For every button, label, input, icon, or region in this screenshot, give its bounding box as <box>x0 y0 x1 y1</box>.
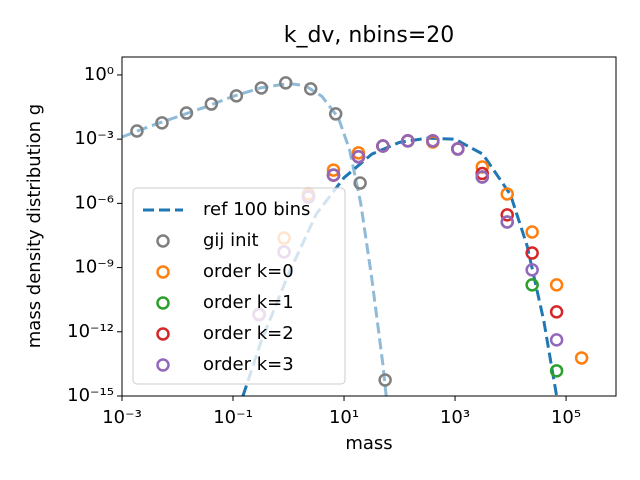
y-tick-label: 10⁻⁶ <box>74 192 114 213</box>
scatter-point <box>525 246 539 260</box>
scatter-point <box>549 305 564 319</box>
scatter-point <box>353 176 367 190</box>
y-tick-label: 10⁻¹⁵ <box>67 385 114 406</box>
scatter-point <box>426 134 440 148</box>
scatter-point <box>155 116 169 130</box>
legend-marker <box>156 234 170 248</box>
scatter-point <box>351 146 366 160</box>
scatter-point <box>549 364 564 378</box>
scatter-point <box>376 139 390 153</box>
scatter-point <box>500 187 514 201</box>
legend-label: order k=3 <box>203 354 294 375</box>
x-axis-label: mass <box>345 433 392 454</box>
y-tick-label: 10⁰ <box>84 64 114 85</box>
scatter-point <box>500 215 514 229</box>
scatter-point <box>130 124 144 138</box>
x-tick-label: 10¹ <box>329 407 359 428</box>
legend-marker <box>156 327 170 341</box>
scatter-point <box>254 81 269 95</box>
y-tick-label: 10⁻³ <box>74 128 114 149</box>
scatter-point <box>328 107 343 121</box>
plot-frame <box>121 56 617 397</box>
x-tick-label: 10⁻³ <box>102 407 142 428</box>
scatter-point <box>303 82 318 96</box>
y-tick-label: 10⁻¹² <box>67 321 114 342</box>
scatter-point <box>500 208 514 222</box>
x-tick-label: 10³ <box>440 407 470 428</box>
scatter-point <box>378 373 392 387</box>
legend-label: gij init <box>203 230 259 251</box>
legend-label: ref 100 bins <box>203 199 310 220</box>
scatter-point <box>326 168 341 182</box>
scatter-point <box>549 278 564 292</box>
scatter-point <box>525 278 539 292</box>
scatter-point <box>204 97 219 111</box>
y-axis-label: mass density distribution g <box>24 104 45 349</box>
scatter-point <box>326 163 341 177</box>
legend-marker <box>156 296 170 310</box>
chart-title: k_dv, nbins=20 <box>284 23 455 48</box>
scatter-point <box>549 333 564 347</box>
legend-marker <box>156 265 170 279</box>
x-tick-label: 10⁻¹ <box>213 407 253 428</box>
scatter-point <box>475 170 489 184</box>
scatter-point <box>525 263 539 277</box>
legend-label: order k=1 <box>203 292 294 313</box>
scatter-point <box>451 142 465 156</box>
scatter-point <box>401 134 415 148</box>
legend-marker <box>156 358 170 372</box>
y-tick-label: 10⁻⁹ <box>74 257 114 278</box>
scatter-point <box>574 351 589 365</box>
scatter-point <box>229 89 244 103</box>
legend-box <box>132 187 346 385</box>
scatter-point <box>278 76 293 90</box>
legend-label: order k=0 <box>203 261 294 282</box>
x-tick-label: 10⁵ <box>551 407 581 428</box>
scatter-point <box>179 106 194 120</box>
scatter-point <box>351 150 366 164</box>
legend-label: order k=2 <box>203 323 294 344</box>
scatter-point <box>525 225 539 239</box>
